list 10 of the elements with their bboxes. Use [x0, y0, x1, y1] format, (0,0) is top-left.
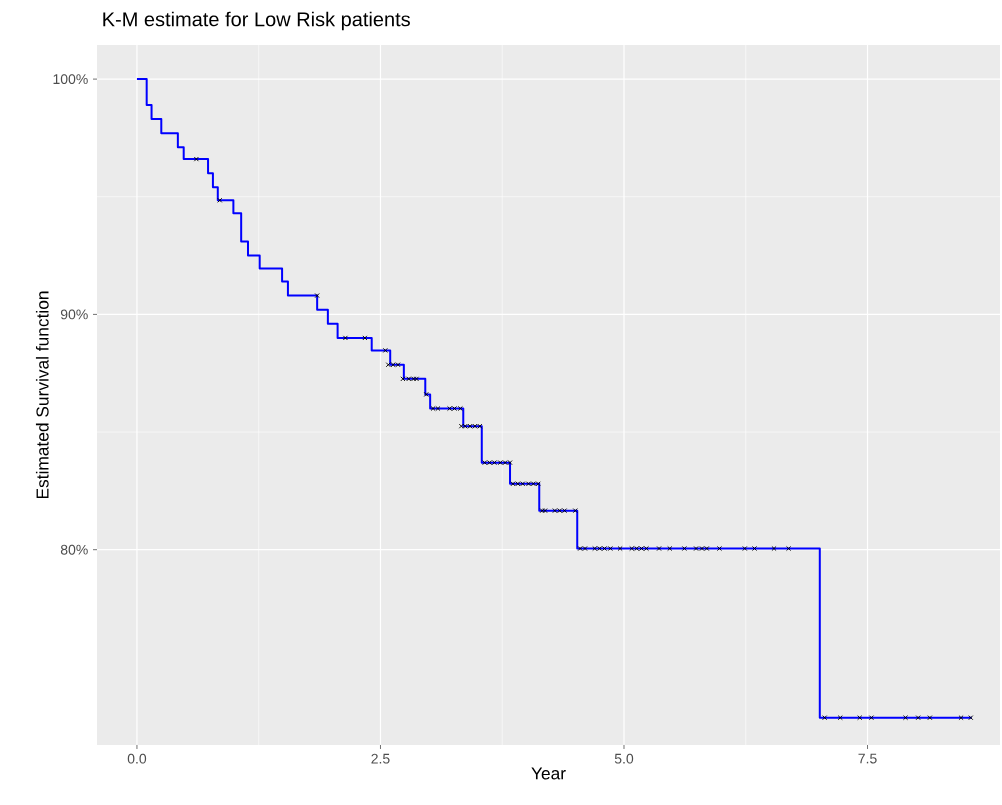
chart-title: K-M estimate for Low Risk patients [103, 11, 410, 31]
x-tick-label: 5.0 [614, 753, 634, 764]
y-tick-label: 100% [53, 74, 88, 85]
x-tick-label: 2.5 [371, 753, 390, 764]
x-tick-label: 0.0 [127, 753, 147, 764]
y-tick-label: 90% [60, 309, 88, 320]
x-axis-title: Year [531, 767, 566, 780]
y-axis-title: Estimated Survival function [35, 291, 49, 499]
y-tick-label: 80% [60, 544, 88, 555]
x-tick-label: 7.5 [858, 753, 877, 764]
